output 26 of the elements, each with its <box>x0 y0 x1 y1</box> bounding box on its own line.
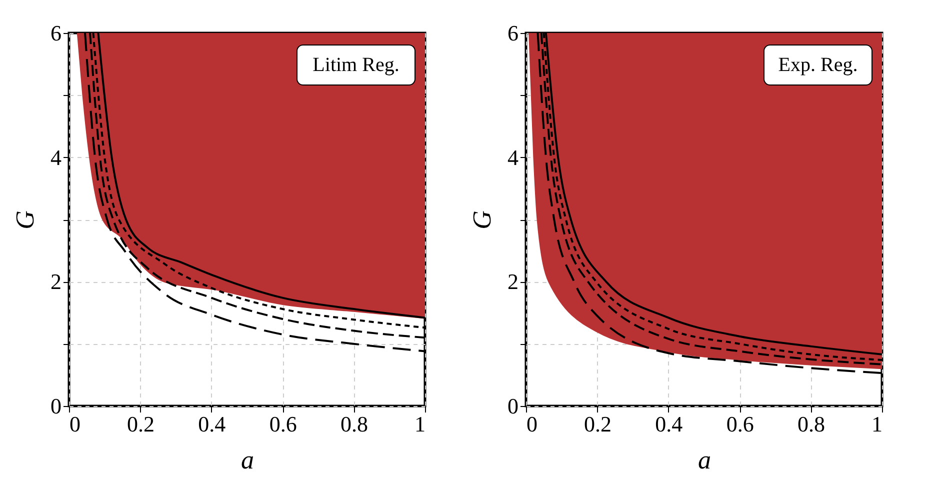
y-tick-label: 6 <box>50 20 62 46</box>
annotation: Exp. Reg. <box>778 54 858 76</box>
x-tick-label: 0.8 <box>798 412 826 436</box>
x-tick-label: 1 <box>872 412 882 436</box>
y-tick-label: 2 <box>50 269 62 294</box>
y-tick-label: 2 <box>508 269 518 294</box>
y-axis-title: G <box>468 210 496 230</box>
x-tick-label: 0.4 <box>655 412 683 436</box>
y-tick-label: 0 <box>50 394 62 418</box>
x-tick-label: 0.2 <box>126 412 154 436</box>
y-tick-label: 4 <box>508 144 518 170</box>
y-tick-label: 6 <box>508 20 518 46</box>
x-tick-label: 0 <box>70 412 80 436</box>
x-tick-label: 0.6 <box>726 412 754 436</box>
x-tick-label: 0.4 <box>198 412 226 436</box>
x-tick-label: 0 <box>526 412 538 436</box>
x-axis-title: a <box>698 446 711 474</box>
x-axis-title: a <box>241 446 254 474</box>
y-tick-label: 4 <box>50 144 62 170</box>
x-tick-label: 0.2 <box>584 412 612 436</box>
x-tick-label: 1 <box>414 412 426 436</box>
x-tick-label: 0.8 <box>340 412 368 436</box>
y-tick-label: 0 <box>508 394 518 418</box>
annotation: Litim Reg. <box>312 54 400 76</box>
y-axis-title: G <box>10 210 40 230</box>
x-tick-label: 0.6 <box>269 412 297 436</box>
